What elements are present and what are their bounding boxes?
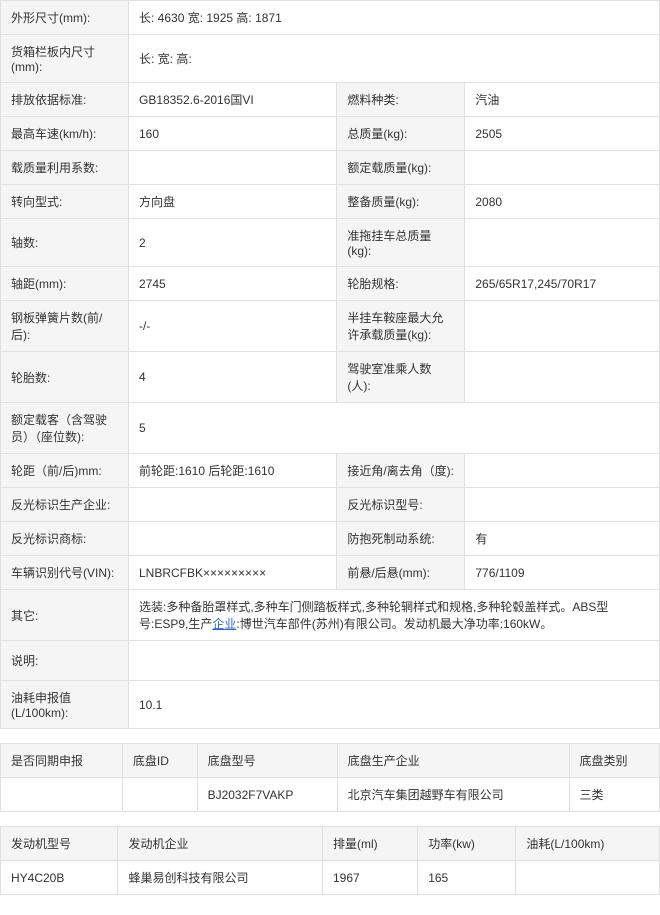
value-tire-spec: 265/65R17,245/70R17 (465, 267, 660, 301)
value-cab-seats (465, 352, 660, 403)
engine-header-4: 功率(kw) (418, 827, 516, 861)
value-fuel: 汽油 (465, 83, 660, 117)
label-dimensions: 外形尺寸(mm): (1, 1, 129, 35)
label-trailer-mass: 准拖挂车总质量(kg): (337, 219, 465, 267)
value-total-mass: 2505 (465, 117, 660, 151)
engine-header-2: 发动机企业 (118, 827, 323, 861)
value-emission: GB18352.6-2016国VI (129, 83, 337, 117)
value-angles (465, 454, 660, 488)
value-other: 选装:多种备胎罩样式,多种车门侧踏板样式,多种轮辋样式和规格,多种轮毂盖样式。A… (129, 590, 660, 641)
enterprise-link[interactable]: 企业 (212, 617, 236, 631)
label-emission: 排放依据标准: (1, 83, 129, 117)
chassis-header-2: 底盘ID (122, 744, 197, 778)
engine-header-1: 发动机型号 (1, 827, 118, 861)
value-rated-seats: 5 (129, 403, 660, 454)
label-steering: 转向型式: (1, 185, 129, 219)
value-trailer-mass (465, 219, 660, 267)
value-desc (129, 641, 660, 681)
label-load-coef: 载质量利用系数: (1, 151, 129, 185)
label-track: 轮距（前/后)mm: (1, 454, 129, 488)
value-steering: 方向盘 (129, 185, 337, 219)
label-curb-mass: 整备质量(kg): (337, 185, 465, 219)
value-dimensions: 长: 4630 宽: 1925 高: 1871 (129, 1, 660, 35)
label-leaf-spring: 钢板弹簧片数(前/后): (1, 301, 129, 352)
label-tire-spec: 轮胎规格: (337, 267, 465, 301)
label-other: 其它: (1, 590, 129, 641)
value-wheelbase: 2745 (129, 267, 337, 301)
engine-cell-5 (516, 861, 660, 895)
value-curb-mass: 2080 (465, 185, 660, 219)
engine-header-5: 油耗(L/100km) (516, 827, 660, 861)
engine-cell-2: 蜂巢易创科技有限公司 (118, 861, 323, 895)
value-leaf-spring: -/- (129, 301, 337, 352)
label-reflector-mfr: 反光标识生产企业: (1, 488, 129, 522)
chassis-header-5: 底盘类别 (569, 744, 659, 778)
label-overhang: 前悬/后悬(mm): (337, 556, 465, 590)
label-saddle-load: 半挂车鞍座最大允许承载质量(kg): (337, 301, 465, 352)
label-reflector-model: 反光标识型号: (337, 488, 465, 522)
value-reflector-mfr (129, 488, 337, 522)
value-cargo-box: 长: 宽: 高: (129, 35, 660, 83)
value-tire-count: 4 (129, 352, 337, 403)
value-reflector-brand (129, 522, 337, 556)
label-fuel: 燃料种类: (337, 83, 465, 117)
chassis-header-1: 是否同期申报 (1, 744, 123, 778)
label-cab-seats: 驾驶室准乘人数(人): (337, 352, 465, 403)
label-desc: 说明: (1, 641, 129, 681)
label-cargo-box: 货箱栏板内尺寸(mm): (1, 35, 129, 83)
value-track: 前轮距:1610 后轮距:1610 (129, 454, 337, 488)
engine-table: 发动机型号 发动机企业 排量(ml) 功率(kw) 油耗(L/100km) HY… (0, 826, 660, 895)
value-axles: 2 (129, 219, 337, 267)
chassis-cell-4: 北京汽车集团越野车有限公司 (337, 778, 569, 812)
label-vin: 车辆识别代号(VIN): (1, 556, 129, 590)
label-rated-load: 额定载质量(kg): (337, 151, 465, 185)
value-load-coef (129, 151, 337, 185)
value-saddle-load (465, 301, 660, 352)
engine-cell-3: 1967 (322, 861, 417, 895)
chassis-cell-3: BJ2032F7VAKP (197, 778, 337, 812)
chassis-cell-2 (122, 778, 197, 812)
label-fuel-cons: 油耗申报值(L/100km): (1, 681, 129, 729)
spec-table: 外形尺寸(mm): 长: 4630 宽: 1925 高: 1871 货箱栏板内尺… (0, 0, 660, 729)
value-abs: 有 (465, 522, 660, 556)
value-fuel-cons: 10.1 (129, 681, 660, 729)
engine-cell-4: 165 (418, 861, 516, 895)
label-tire-count: 轮胎数: (1, 352, 129, 403)
label-total-mass: 总质量(kg): (337, 117, 465, 151)
chassis-cell-5: 三类 (569, 778, 659, 812)
label-abs: 防抱死制动系统: (337, 522, 465, 556)
chassis-header-3: 底盘型号 (197, 744, 337, 778)
chassis-header-4: 底盘生产企业 (337, 744, 569, 778)
value-vin: LNBRCFBK××××××××× (129, 556, 337, 590)
value-max-speed: 160 (129, 117, 337, 151)
label-reflector-brand: 反光标识商标: (1, 522, 129, 556)
value-reflector-model (465, 488, 660, 522)
label-max-speed: 最高车速(km/h): (1, 117, 129, 151)
engine-header-3: 排量(ml) (322, 827, 417, 861)
label-angles: 接近角/离去角（度): (337, 454, 465, 488)
other-text-b: :博世汽车部件(苏州)有限公司。发动机最大净功率:160kW。 (236, 617, 552, 631)
label-axles: 轴数: (1, 219, 129, 267)
chassis-table: 是否同期申报 底盘ID 底盘型号 底盘生产企业 底盘类别 BJ2032F7VAK… (0, 743, 660, 812)
engine-cell-1: HY4C20B (1, 861, 118, 895)
chassis-cell-1 (1, 778, 123, 812)
label-rated-seats: 额定载客（含驾驶员）（座位数): (1, 403, 129, 454)
value-overhang: 776/1109 (465, 556, 660, 590)
label-wheelbase: 轴距(mm): (1, 267, 129, 301)
value-rated-load (465, 151, 660, 185)
